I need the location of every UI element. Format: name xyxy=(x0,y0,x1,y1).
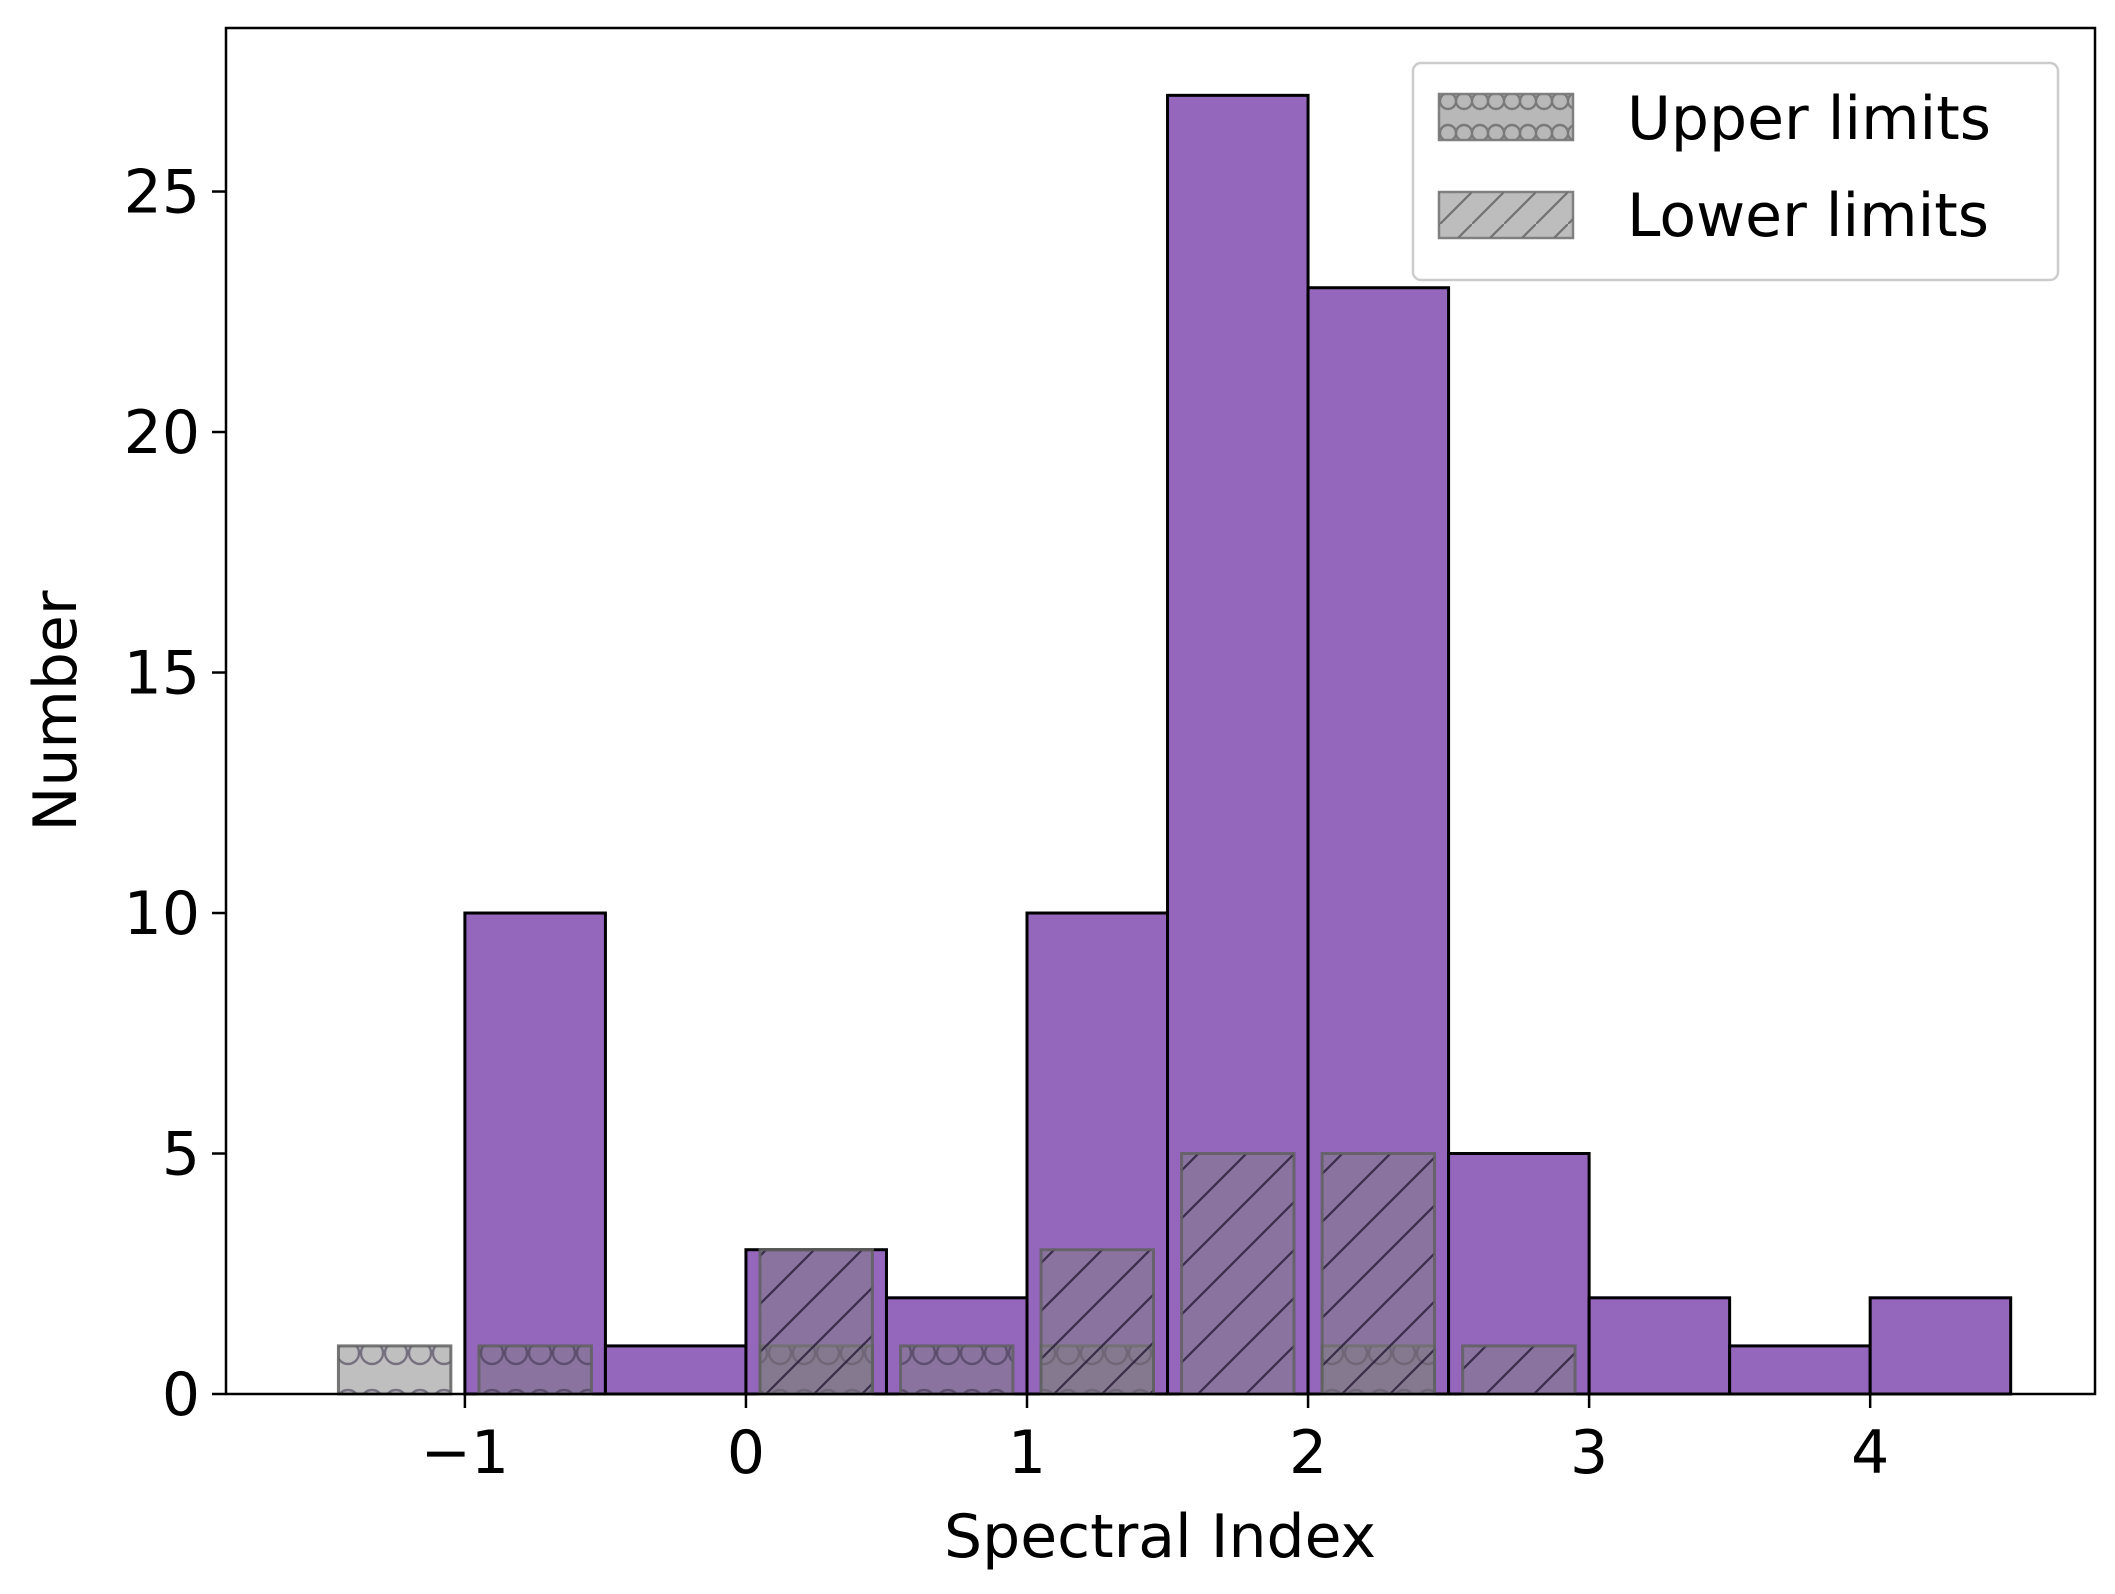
bar-10 xyxy=(1868,1296,2013,1396)
lower-limits-bars xyxy=(758,1152,1577,1396)
y-axis-label: Number xyxy=(21,590,91,831)
lower-limits-bar-hatch-2 xyxy=(1180,1152,1296,1396)
y-tick-label-3: 15 xyxy=(124,639,200,709)
legend-swatch-upper-limits-hatch xyxy=(1439,94,1573,140)
x-tick-label-1: 0 xyxy=(727,1418,765,1488)
lower-limits-bar-4 xyxy=(1461,1344,1577,1396)
y-tick-label-1: 5 xyxy=(162,1120,200,1190)
bar-1 xyxy=(603,1344,748,1396)
legend-label-lower-limits: Lower limits xyxy=(1627,181,1989,251)
lower-limits-bar-1 xyxy=(1039,1248,1155,1396)
lower-limits-bar-hatch-1 xyxy=(1039,1248,1155,1396)
x-axis-label: Spectral Index xyxy=(944,1502,1376,1572)
legend-label-upper-limits: Upper limits xyxy=(1627,84,1991,154)
legend: Upper limits Lower limits xyxy=(1411,61,2060,282)
lower-limits-bar-2 xyxy=(1180,1152,1296,1396)
upper-limits-bar-3 xyxy=(899,1344,1015,1396)
y-axis-ticks: 0 5 10 15 20 25 xyxy=(124,158,226,1430)
plot-frame xyxy=(224,26,2097,1396)
y-tick-label-0: 0 xyxy=(162,1360,200,1430)
upper-limits-bar-hatch-1 xyxy=(477,1344,593,1396)
y-tick-label-5: 25 xyxy=(124,158,200,228)
x-tick-label-4: 3 xyxy=(1570,1418,1608,1488)
lower-limits-bar-0 xyxy=(758,1248,874,1396)
x-tick-label-5: 4 xyxy=(1851,1418,1889,1488)
legend-entry-lower-limits: Lower limits xyxy=(1437,181,1989,251)
x-tick-label-2: 1 xyxy=(1008,1418,1046,1488)
upper-limits-bar-1 xyxy=(477,1344,593,1396)
upper-limits-bar-hatch-3 xyxy=(899,1344,1015,1396)
legend-entry-upper-limits: Upper limits xyxy=(1437,84,1991,154)
lower-limits-bar-hatch-4 xyxy=(1461,1344,1577,1396)
lower-limits-bar-3 xyxy=(1320,1152,1437,1396)
bar-9 xyxy=(1728,1344,1872,1396)
y-tick-label-4: 20 xyxy=(124,398,200,468)
x-axis-ticks: −1 0 1 2 3 4 xyxy=(421,1394,1889,1488)
legend-swatch-lower-limits-hatch xyxy=(1439,192,1573,238)
x-tick-label-3: 2 xyxy=(1289,1418,1327,1488)
upper-limits-bar-hatch-0 xyxy=(336,1344,453,1396)
x-tick-label-0: −1 xyxy=(421,1418,509,1488)
lower-limits-bar-hatch-0 xyxy=(758,1248,874,1396)
upper-limits-bar-0 xyxy=(336,1344,453,1396)
y-tick-label-2: 10 xyxy=(124,879,200,949)
bar-8 xyxy=(1587,1296,1732,1396)
lower-limits-bar-hatch-3 xyxy=(1320,1152,1437,1396)
bar-0 xyxy=(463,911,607,1396)
